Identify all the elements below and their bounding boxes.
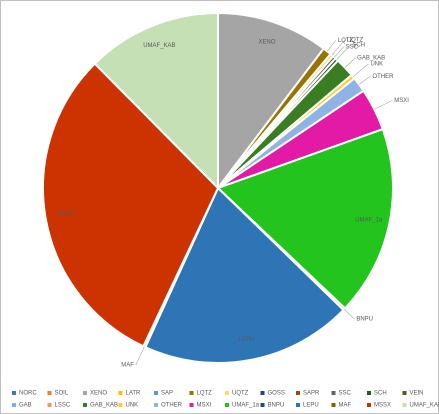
slice-label: SSC — [346, 44, 359, 50]
legend-swatch — [154, 403, 158, 407]
legend-label: SAP — [161, 391, 173, 397]
slice-label: MSXI — [394, 98, 409, 104]
legend-label: GAB — [19, 403, 32, 409]
legend-label: NORC — [19, 391, 37, 397]
legend-swatch — [260, 403, 265, 407]
slice-label: BNPU — [356, 316, 373, 322]
slice-label: SCH — [352, 42, 365, 48]
legend-label: MAF — [339, 403, 352, 409]
legend-label: SAPR — [303, 391, 320, 397]
legend-label: SCH — [374, 391, 387, 397]
leader-line — [358, 75, 371, 85]
slice-label: XENO — [259, 40, 276, 46]
legend-label: VEIN — [410, 391, 424, 397]
legend-swatch — [189, 391, 194, 395]
legend-swatch — [331, 391, 336, 395]
legend-swatch — [260, 391, 265, 395]
legend-label: MSXI — [197, 403, 212, 409]
legend-label: UMAF_1a — [232, 403, 260, 409]
legend-swatch — [154, 391, 158, 395]
legend-label: LSSC — [55, 403, 71, 409]
slice-label: LQTZ — [338, 38, 354, 44]
leader-line — [336, 44, 351, 60]
legend-label: UNK — [126, 403, 139, 409]
leader-line — [331, 39, 346, 56]
pie-slice — [42, 62, 220, 348]
legend-swatch — [189, 403, 194, 407]
slice-label: MSSX — [58, 212, 75, 218]
legend-label: BNPU — [268, 403, 285, 409]
slice-label: OTHER — [372, 74, 394, 80]
legend-swatch — [402, 403, 407, 407]
leader-line — [135, 346, 145, 366]
slice-label: LEPU — [239, 337, 255, 343]
leader-line — [344, 308, 355, 320]
pie-slice — [216, 127, 394, 310]
legend-label: GOSS — [268, 391, 285, 397]
legend-swatch — [47, 391, 52, 395]
legend-swatch — [331, 403, 336, 407]
legend-swatch — [296, 391, 300, 395]
leader-line — [334, 46, 344, 58]
slice-label: UQTZ — [347, 37, 364, 43]
legend-swatch — [83, 391, 87, 395]
legend-label: XENO — [90, 391, 107, 397]
legend-label: UQTZ — [232, 391, 249, 397]
legend-swatch — [118, 391, 123, 395]
slice-label: MAF — [121, 362, 134, 368]
legend-swatch — [12, 403, 16, 407]
legend-swatch — [402, 391, 407, 395]
leader-line — [326, 40, 337, 52]
slice-label: UNK — [370, 62, 383, 68]
legend-swatch — [296, 403, 300, 407]
legend-swatch — [83, 403, 87, 407]
legend-swatch — [225, 391, 229, 395]
pie-slice — [217, 11, 326, 191]
legend-swatch — [367, 391, 371, 395]
legend-label: LEPU — [303, 403, 319, 409]
legend-label: LATR — [126, 391, 142, 397]
legend-swatch — [12, 391, 16, 395]
slice-label: GAB_KAB — [357, 56, 385, 62]
pie-slice — [144, 186, 345, 364]
pie-slice — [93, 11, 219, 191]
legend-swatch — [225, 403, 229, 407]
legend-label: OTHER — [161, 403, 183, 409]
legend-label: MSSX — [374, 403, 391, 409]
leader-line — [352, 63, 369, 77]
legend-label: UMAF_KAB — [410, 403, 439, 409]
legend-label: SSC — [339, 391, 352, 397]
legend-swatch — [47, 403, 52, 407]
leader-line — [374, 100, 393, 110]
legend-label: GAB_KAB — [90, 403, 118, 409]
legend-label: LQTZ — [197, 391, 213, 397]
leader-line — [344, 57, 356, 68]
legend-label: SOIL — [55, 391, 69, 397]
legend-swatch — [118, 403, 123, 407]
slice-label: UMAF_KAB — [143, 43, 175, 49]
slice-label: UMAF_1a — [355, 217, 383, 223]
legend-swatch — [367, 403, 371, 407]
